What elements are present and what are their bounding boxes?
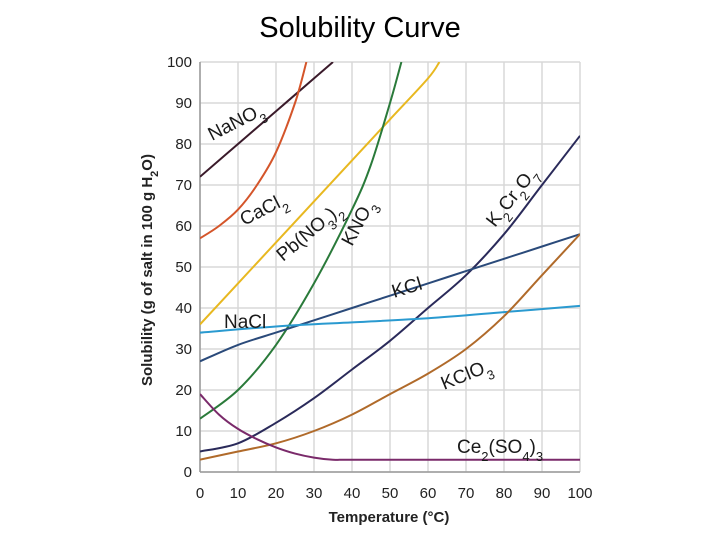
x-tick-label: 90 [534, 485, 551, 502]
series-line-kcl [200, 233, 580, 363]
y-tick-label: 60 [175, 218, 192, 235]
series-line-cacl2 [200, 62, 308, 240]
series-line-nacl [200, 304, 580, 334]
x-tick-label: 30 [306, 485, 323, 502]
series-line-pb-no3-2 [200, 62, 441, 326]
x-tick-label: 100 [567, 485, 592, 502]
x-tick-label: 70 [458, 485, 475, 502]
curve-label-ce2-so4-3: Ce2(SO4)3 [457, 437, 543, 464]
y-tick-label: 90 [175, 95, 192, 112]
series-line-ce2-so4-3 [200, 393, 580, 461]
x-tick-label: 80 [496, 485, 513, 502]
x-axis-label: Temperature (°C) [329, 509, 450, 526]
series-line-kno3 [200, 62, 403, 420]
grid [199, 61, 581, 473]
x-tick-label: 50 [382, 485, 399, 502]
curve-label-k2cr2o7: K2Cr2O7 [482, 164, 546, 235]
series-layer [200, 62, 580, 461]
y-tick-label: 70 [175, 177, 192, 194]
y-tick-label: 0 [184, 464, 192, 481]
y-axis-label: Solubility (g of salt in 100 g H2O) [139, 154, 161, 386]
x-tick-label: 10 [230, 485, 247, 502]
y-tick-label: 30 [175, 341, 192, 358]
y-tick-label: 40 [175, 300, 192, 317]
y-tick-label: 100 [167, 54, 192, 71]
curve-label-nacl: NaCl [224, 312, 266, 333]
x-tick-label: 0 [196, 485, 204, 502]
x-tick-label: 40 [344, 485, 361, 502]
series-line-k2cr2o7 [200, 135, 580, 453]
slide-title: Solubility Curve [259, 12, 461, 44]
y-tick-label: 20 [175, 382, 192, 399]
axis-ticks: 0 10 20 30 40 50 60 70 80 90 100 0 10 20 30 40 50 60 70 80 9… [167, 54, 593, 502]
y-tick-label: 50 [175, 259, 192, 276]
x-tick-label: 60 [420, 485, 437, 502]
y-tick-label: 80 [175, 136, 192, 153]
x-tick-label: 20 [268, 485, 285, 502]
series-line-kclo3 [200, 233, 580, 461]
y-tick-label: 10 [175, 423, 192, 440]
series-line-nano3 [200, 62, 334, 178]
